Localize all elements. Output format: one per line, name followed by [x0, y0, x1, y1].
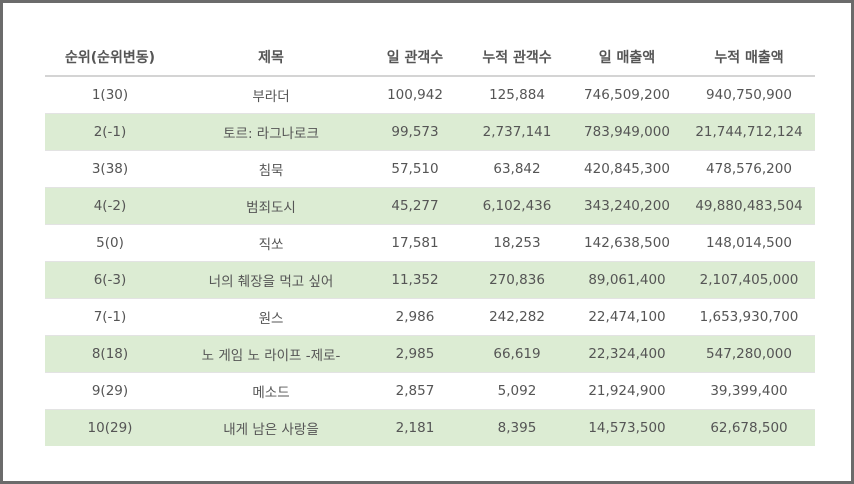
table-row: 4(-2) 범죄도시 45,277 6,102,436 343,240,200 … [45, 187, 815, 225]
cell-total-audience: 8,395 [463, 409, 571, 446]
cell-total-audience: 2,737,141 [463, 113, 571, 151]
table-row: 1(30) 부라더 100,942 125,884 746,509,200 94… [45, 76, 815, 114]
cell-rank: 4(-2) [45, 187, 175, 225]
cell-rank: 1(30) [45, 76, 175, 114]
table-row: 7(-1) 원스 2,986 242,282 22,474,100 1,653,… [45, 298, 815, 336]
box-office-table: 순위(순위변동) 제목 일 관객수 누적 관객수 일 매출액 누적 매출액 1(… [45, 38, 815, 446]
cell-title: 직쏘 [175, 224, 367, 262]
cell-rank: 9(29) [45, 372, 175, 410]
cell-daily-sales: 343,240,200 [571, 187, 683, 225]
cell-total-audience: 270,836 [463, 261, 571, 299]
header-daily-sales: 일 매출액 [571, 38, 683, 77]
cell-rank: 6(-3) [45, 261, 175, 299]
cell-title: 너의 췌장을 먹고 싶어 [175, 261, 367, 299]
table-row: 8(18) 노 게임 노 라이프 -제로- 2,985 66,619 22,32… [45, 335, 815, 373]
cell-total-audience: 18,253 [463, 224, 571, 262]
cell-daily-sales: 22,324,400 [571, 335, 683, 373]
cell-rank: 7(-1) [45, 298, 175, 336]
cell-total-audience: 63,842 [463, 150, 571, 188]
cell-daily-audience: 100,942 [367, 76, 463, 114]
cell-rank: 10(29) [45, 409, 175, 446]
table-row: 2(-1) 토르: 라그나로크 99,573 2,737,141 783,949… [45, 113, 815, 151]
cell-daily-audience: 45,277 [367, 187, 463, 225]
header-total-audience: 누적 관객수 [463, 38, 571, 77]
cell-daily-audience: 57,510 [367, 150, 463, 188]
cell-daily-sales: 22,474,100 [571, 298, 683, 336]
table-row: 9(29) 메소드 2,857 5,092 21,924,900 39,399,… [45, 372, 815, 410]
cell-daily-audience: 2,857 [367, 372, 463, 410]
cell-total-sales: 1,653,930,700 [683, 298, 815, 336]
cell-daily-audience: 11,352 [367, 261, 463, 299]
cell-title: 토르: 라그나로크 [175, 113, 367, 151]
header-total-sales: 누적 매출액 [683, 38, 815, 77]
cell-total-audience: 5,092 [463, 372, 571, 410]
table-row: 3(38) 침묵 57,510 63,842 420,845,300 478,5… [45, 150, 815, 188]
cell-total-audience: 6,102,436 [463, 187, 571, 225]
cell-rank: 8(18) [45, 335, 175, 373]
cell-total-sales: 21,744,712,124 [683, 113, 815, 151]
cell-title: 노 게임 노 라이프 -제로- [175, 335, 367, 373]
header-title: 제목 [175, 38, 367, 77]
cell-total-audience: 66,619 [463, 335, 571, 373]
cell-daily-sales: 746,509,200 [571, 76, 683, 114]
cell-title: 내게 남은 사랑을 [175, 409, 367, 446]
cell-title: 메소드 [175, 372, 367, 410]
cell-total-audience: 242,282 [463, 298, 571, 336]
table-header-row: 순위(순위변동) 제목 일 관객수 누적 관객수 일 매출액 누적 매출액 [45, 38, 815, 77]
table-row: 10(29) 내게 남은 사랑을 2,181 8,395 14,573,500 … [45, 409, 815, 446]
header-daily-audience: 일 관객수 [367, 38, 463, 77]
cell-daily-sales: 89,061,400 [571, 261, 683, 299]
cell-daily-audience: 2,985 [367, 335, 463, 373]
cell-total-sales: 478,576,200 [683, 150, 815, 188]
cell-rank: 5(0) [45, 224, 175, 262]
cell-title: 부라더 [175, 76, 367, 114]
cell-daily-audience: 2,181 [367, 409, 463, 446]
header-rank: 순위(순위변동) [45, 38, 175, 77]
cell-title: 침묵 [175, 150, 367, 188]
cell-title: 범죄도시 [175, 187, 367, 225]
cell-daily-sales: 783,949,000 [571, 113, 683, 151]
cell-total-sales: 49,880,483,504 [683, 187, 815, 225]
cell-total-sales: 62,678,500 [683, 409, 815, 446]
cell-total-sales: 547,280,000 [683, 335, 815, 373]
cell-total-sales: 940,750,900 [683, 76, 815, 114]
cell-title: 원스 [175, 298, 367, 336]
table-row: 6(-3) 너의 췌장을 먹고 싶어 11,352 270,836 89,061… [45, 261, 815, 299]
cell-total-sales: 39,399,400 [683, 372, 815, 410]
table-row: 5(0) 직쏘 17,581 18,253 142,638,500 148,01… [45, 224, 815, 262]
cell-total-sales: 2,107,405,000 [683, 261, 815, 299]
cell-daily-audience: 2,986 [367, 298, 463, 336]
cell-daily-sales: 21,924,900 [571, 372, 683, 410]
cell-rank: 2(-1) [45, 113, 175, 151]
cell-daily-sales: 142,638,500 [571, 224, 683, 262]
cell-rank: 3(38) [45, 150, 175, 188]
cell-total-sales: 148,014,500 [683, 224, 815, 262]
cell-daily-sales: 14,573,500 [571, 409, 683, 446]
cell-daily-audience: 99,573 [367, 113, 463, 151]
cell-daily-audience: 17,581 [367, 224, 463, 262]
cell-daily-sales: 420,845,300 [571, 150, 683, 188]
cell-total-audience: 125,884 [463, 76, 571, 114]
